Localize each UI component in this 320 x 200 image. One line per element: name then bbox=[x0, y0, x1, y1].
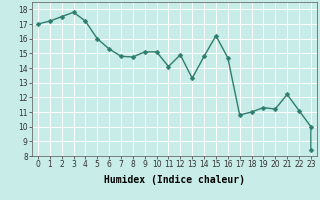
X-axis label: Humidex (Indice chaleur): Humidex (Indice chaleur) bbox=[104, 175, 245, 185]
